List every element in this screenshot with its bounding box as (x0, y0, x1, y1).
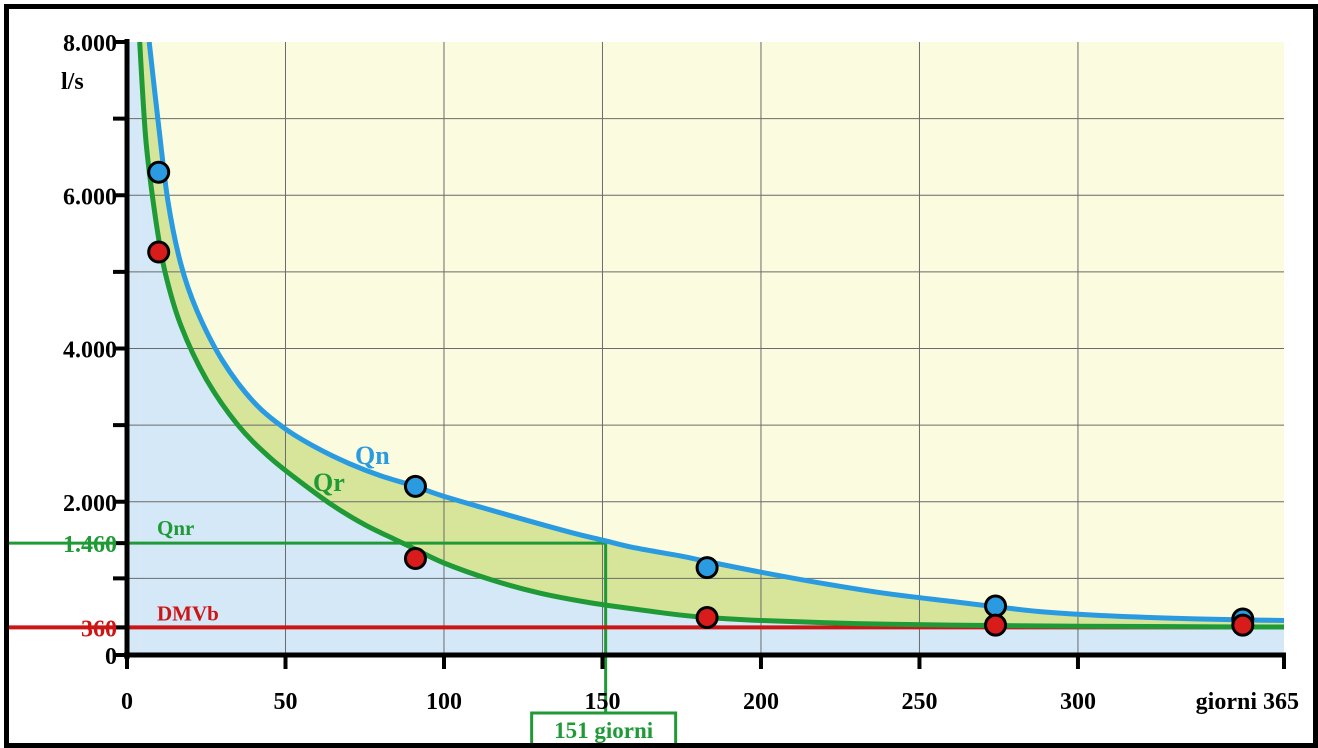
qnr-value-label: 1.460 (63, 532, 117, 558)
qnr-label: Qnr (157, 516, 194, 540)
x-tick-label-300: 300 (1060, 689, 1096, 715)
qn-series-label: Qn (355, 441, 390, 470)
qr-point-2 (695, 605, 719, 629)
dmvb-label: DMVb (157, 601, 219, 625)
x-tick-label-0: 0 (121, 689, 133, 715)
x-tick-label-150: 150 (584, 689, 620, 715)
area-below-qr (139, 42, 1284, 655)
x-tick-label-50: 50 (273, 689, 297, 715)
qr-point-3 (984, 613, 1008, 637)
y-tick-label-0: 0 (105, 644, 117, 670)
chart-frame: 0 50 100 150 200 250 300 giorni 365 0 2.000 4.000 6… (4, 4, 1318, 748)
qn-point-3 (984, 594, 1008, 618)
y-tick-label-4000: 4.000 (63, 338, 117, 364)
y-axis-label: l/s (61, 69, 84, 95)
qn-point-1 (403, 474, 427, 498)
qr-point-1 (403, 546, 427, 570)
annotation-box (530, 711, 678, 743)
dmvb-value-label: 360 (81, 616, 117, 642)
x-tick-label-250: 250 (901, 689, 937, 715)
qr-point-4 (1231, 613, 1255, 637)
annotation-151-giorni: 151 giorni (554, 718, 654, 743)
qn-point-2 (695, 556, 719, 580)
x-tick-label-200: 200 (743, 689, 779, 715)
y-tick-label-8000: 8.000 (63, 31, 117, 57)
x-axis-label: giorni 365 (1196, 689, 1299, 715)
x-tick-label-100: 100 (426, 689, 462, 715)
flow-duration-chart: 0 50 100 150 200 250 300 giorni 365 0 2.000 4.000 6… (9, 31, 1299, 743)
y-tick-label-6000: 6.000 (63, 184, 117, 210)
qr-point-0 (147, 240, 171, 264)
qr-curve (137, 42, 1284, 630)
qr-series-label: Qr (313, 468, 345, 497)
y-tick-label-2000: 2.000 (63, 491, 117, 517)
qn-point-0 (147, 160, 171, 184)
